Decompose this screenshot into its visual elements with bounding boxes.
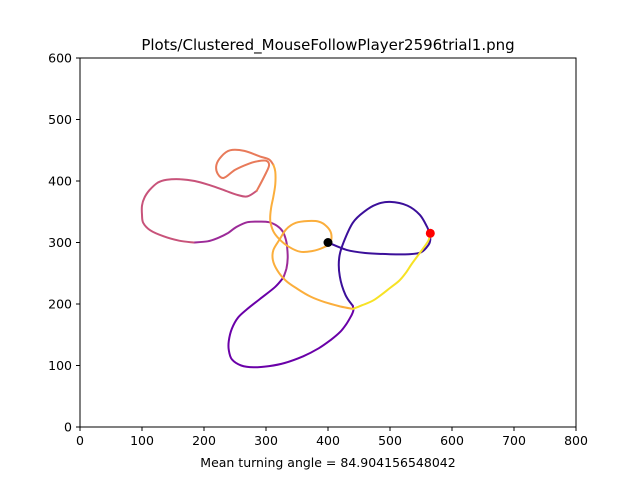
x-tick-label: 700 xyxy=(502,433,526,448)
y-tick-label: 300 xyxy=(48,235,72,250)
x-tick-label: 200 xyxy=(192,433,216,448)
y-tick-label: 600 xyxy=(48,51,72,66)
y-tick-label: 200 xyxy=(48,297,72,312)
end-point-marker xyxy=(425,228,435,238)
x-tick-label: 100 xyxy=(130,433,154,448)
plot-area xyxy=(140,148,435,369)
x-tick-label: 600 xyxy=(440,433,464,448)
trajectory-segment-6 xyxy=(269,164,354,310)
x-tick-label: 500 xyxy=(378,433,402,448)
trajectory-segment-1 xyxy=(327,200,432,307)
y-tick-label: 400 xyxy=(48,174,72,189)
trajectory-segment-4 xyxy=(140,178,258,244)
x-tick-label: 300 xyxy=(254,433,278,448)
start-point-marker xyxy=(323,238,333,247)
axis-ticks: 0 100 200 300 400 500 600 700 800 0 100 200 300 400 50… xyxy=(48,51,588,449)
x-axis-label: Mean turning angle = 84.904156548042 xyxy=(200,455,455,470)
trajectory-segment-5 xyxy=(215,148,275,192)
y-tick-label: 0 xyxy=(64,420,72,435)
x-tick-label: 800 xyxy=(564,433,588,448)
y-tick-label: 500 xyxy=(48,112,72,127)
axes-frame xyxy=(79,57,577,428)
y-tick-label: 100 xyxy=(48,358,72,373)
x-tick-label: 400 xyxy=(316,433,340,448)
x-tick-label: 0 xyxy=(76,433,84,448)
trajectory-segment-7 xyxy=(351,232,432,310)
trajectory-segment-2 xyxy=(227,276,355,369)
chart-title: Plots/Clustered_MouseFollowPlayer2596tri… xyxy=(141,36,514,55)
trajectory-segment-3 xyxy=(192,220,289,279)
